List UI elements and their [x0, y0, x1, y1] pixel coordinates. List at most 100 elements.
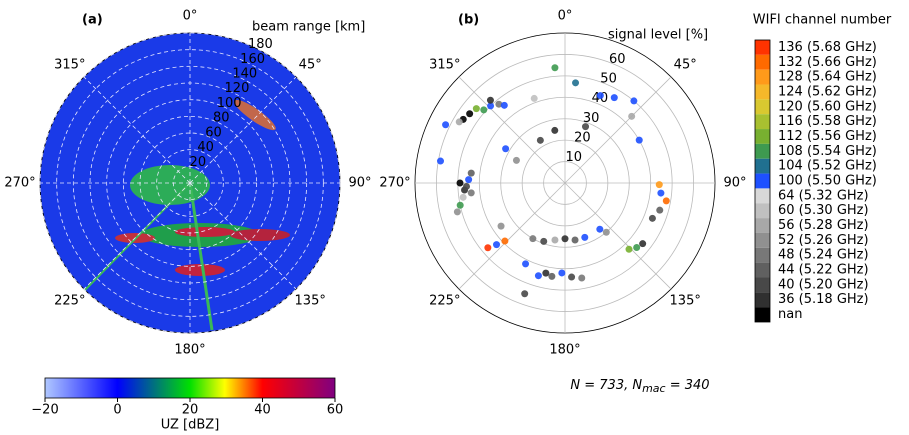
panel-label: (b): [458, 13, 479, 28]
point: [662, 197, 670, 205]
legend-swatch: [755, 292, 770, 308]
point: [484, 244, 492, 252]
legend-label: 124 (5.62 GHz): [778, 84, 877, 99]
legend-label: 132 (5.66 GHz): [778, 55, 877, 70]
r-tick-label: 100: [217, 96, 242, 111]
r-tick-label: 180: [248, 37, 273, 52]
angle-grid-line: [564, 182, 672, 290]
point: [467, 189, 475, 197]
legend-swatch: [755, 232, 770, 248]
point: [610, 94, 618, 102]
angle-grid-line: [83, 182, 191, 290]
point: [648, 214, 656, 222]
angle-tick-label: 90°: [723, 176, 746, 191]
legend-label: 100 (5.50 GHz): [778, 174, 877, 189]
angle-tick-label: 270°: [379, 176, 410, 191]
point: [568, 273, 576, 281]
r-tick-label: 30: [583, 111, 600, 126]
point: [472, 105, 480, 113]
legend-label: 48 (5.24 GHz): [778, 248, 869, 263]
legend-swatch: [755, 114, 770, 130]
point: [487, 102, 495, 110]
legend-swatch: [755, 143, 770, 159]
point: [456, 179, 464, 187]
angle-tick-label: 315°: [54, 57, 85, 72]
colorbar-tick-label: −20: [31, 403, 58, 418]
legend-swatch: [755, 277, 770, 293]
point: [596, 92, 604, 100]
r-grid-ring: [156, 149, 224, 217]
annotation-sub: mac: [642, 382, 666, 395]
point: [522, 260, 530, 268]
point: [540, 237, 548, 245]
angle-tick-label: 135°: [295, 294, 326, 309]
r-tick-label: 10: [565, 150, 582, 165]
point: [571, 236, 579, 244]
legend-label: 128 (5.64 GHz): [778, 70, 877, 85]
angle-tick-label: 135°: [670, 294, 701, 309]
r-grid-ring: [436, 54, 694, 312]
angle-tick-label: 225°: [429, 294, 460, 309]
legend-swatch: [755, 84, 770, 100]
r-tick-label: 20: [190, 155, 207, 170]
point: [633, 244, 641, 252]
legend-frame: [754, 39, 771, 323]
angle-grid-line: [189, 76, 297, 184]
legend-label: 120 (5.60 GHz): [778, 99, 877, 114]
legend-swatch: [755, 247, 770, 263]
legend-label: 136 (5.68 GHz): [778, 40, 877, 55]
point: [551, 126, 559, 134]
r-grid-ring: [478, 96, 652, 270]
legend-label: 116 (5.58 GHz): [778, 114, 877, 129]
legend-label: 64 (5.32 GHz): [778, 188, 869, 203]
point: [578, 274, 586, 282]
point: [536, 136, 544, 144]
r-grid-ring: [172, 165, 208, 201]
legend-label: 112 (5.56 GHz): [778, 129, 877, 144]
angle-tick-label: 45°: [299, 57, 322, 72]
colorbar-label: UZ [dBZ]: [161, 418, 220, 433]
point: [455, 118, 463, 126]
point: [548, 272, 556, 280]
point: [502, 145, 510, 153]
angle-tick-label: 45°: [674, 57, 697, 72]
colorbar-tick-label: 20: [182, 403, 199, 418]
legend-swatch: [755, 262, 770, 278]
angle-grid-line: [458, 76, 566, 184]
r-tick-label: 140: [232, 66, 257, 81]
point: [500, 101, 508, 109]
r-tick-label: 60: [609, 52, 626, 67]
legend-label: 104 (5.52 GHz): [778, 159, 877, 174]
r-grid-ring: [122, 115, 258, 251]
r-tick-label: 120: [225, 81, 250, 96]
angle-grid-line: [458, 182, 566, 290]
annotation-rest: = 340: [666, 378, 710, 393]
point: [635, 136, 643, 144]
point: [657, 189, 665, 197]
legend-label: 40 (5.20 GHz): [778, 277, 869, 292]
point: [630, 97, 638, 105]
point: [501, 237, 509, 245]
legend-label: 36 (5.18 GHz): [778, 292, 869, 307]
r-tick-label: 80: [213, 111, 230, 126]
angle-tick-label: 0°: [183, 9, 198, 24]
r-tick-label: 50: [600, 72, 617, 87]
angle-tick-label: 180°: [549, 343, 580, 358]
legend-swatch: [755, 203, 770, 219]
point: [625, 245, 633, 253]
legend-label: 44 (5.22 GHz): [778, 263, 869, 278]
angle-grid-line: [83, 76, 191, 184]
legend-label: 108 (5.54 GHz): [778, 144, 877, 159]
angle-tick-label: 90°: [348, 176, 371, 191]
point: [561, 235, 569, 243]
r-grid-ring: [521, 139, 609, 227]
r-grid-ring: [56, 49, 324, 317]
r-grid-ring: [500, 118, 630, 248]
point: [628, 112, 636, 120]
r-grid-ring: [72, 65, 308, 301]
point: [493, 241, 501, 249]
point: [529, 235, 537, 243]
point: [639, 240, 647, 248]
